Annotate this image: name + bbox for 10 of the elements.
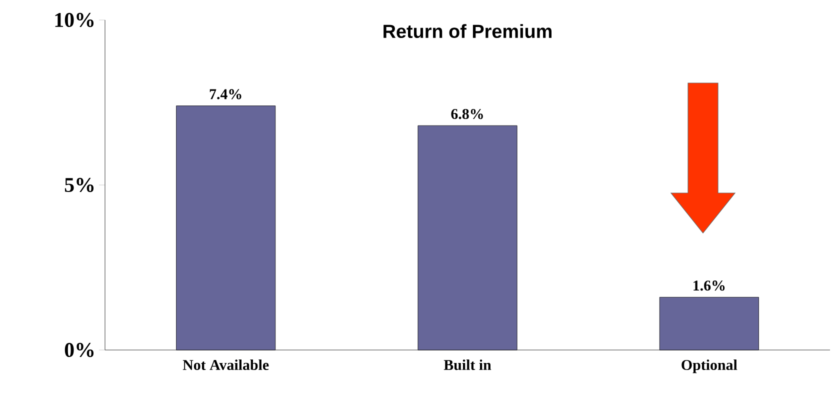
y-tick-label: 10% xyxy=(55,12,94,28)
y-tick-label: 5% xyxy=(64,178,94,192)
data-label: 7.4% xyxy=(210,89,242,100)
y-tick-label: 0% xyxy=(64,342,94,358)
x-tick-label: Built in xyxy=(444,360,492,370)
x-tick-label: Not Available xyxy=(182,360,269,370)
data-label: 6.8% xyxy=(451,108,483,120)
chart-title: Return of Premium xyxy=(384,24,552,38)
data-label: 1.6% xyxy=(694,280,725,291)
x-tick-label: Optional xyxy=(682,360,738,374)
